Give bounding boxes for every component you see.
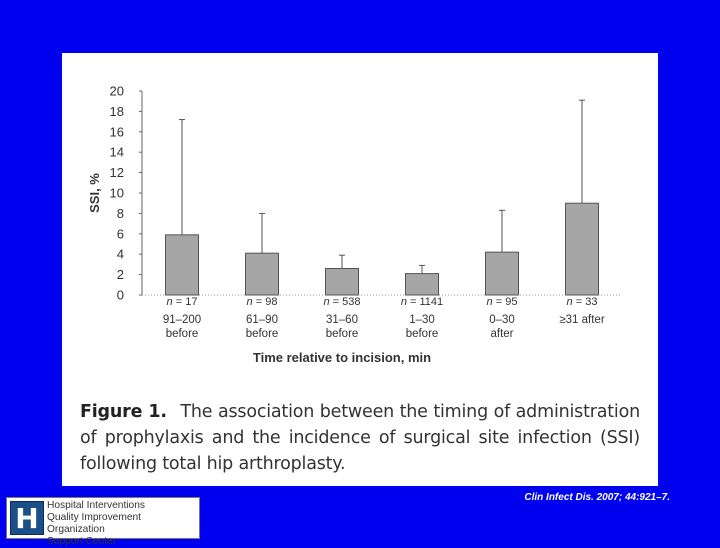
x-tick-label: 1–30 xyxy=(409,314,435,326)
x-axis-title: Time relative to incision, min xyxy=(253,350,431,365)
y-tick-label: 2 xyxy=(117,267,124,282)
y-tick-label: 10 xyxy=(110,186,124,201)
bar xyxy=(245,252,279,296)
y-tick-label: 8 xyxy=(117,206,124,221)
y-tick-label: 0 xyxy=(117,288,124,303)
x-tick-label: 91–200 xyxy=(163,314,201,326)
figure-caption: Figure 1. The association between the ti… xyxy=(80,399,640,477)
bar xyxy=(405,273,439,296)
y-tick-label: 6 xyxy=(117,226,124,241)
n-label: n = 98 xyxy=(247,296,278,308)
x-tick-label: before xyxy=(326,328,359,340)
bar xyxy=(485,251,519,296)
x-tick-label: before xyxy=(406,328,439,340)
y-tick-label: 16 xyxy=(110,124,124,139)
logo-line-1: Hospital Interventions xyxy=(47,500,145,511)
n-label: n = 95 xyxy=(487,296,518,308)
bar xyxy=(565,202,599,296)
y-tick-label: 18 xyxy=(110,104,124,119)
n-label: n = 17 xyxy=(167,296,198,308)
logo-line-3: Support Center xyxy=(47,536,117,547)
n-label: n = 33 xyxy=(567,296,598,308)
x-tick-label: 31–60 xyxy=(326,314,358,326)
n-label: n = 538 xyxy=(323,296,360,308)
y-tick-label: 20 xyxy=(110,84,124,99)
citation: Clin Infect Dis. 2007; 44:921–7. xyxy=(524,492,670,503)
x-tick-label: 0–30 xyxy=(489,314,515,326)
y-tick-label: 14 xyxy=(110,145,124,160)
bar xyxy=(325,267,359,296)
y-tick-label: 4 xyxy=(117,247,124,262)
figure-label: Figure 1. xyxy=(80,402,167,422)
logo-text: Hospital Interventions Quality Improveme… xyxy=(47,500,199,548)
x-tick-label: after xyxy=(490,328,513,340)
hiqio-logo: H Hospital Interventions Quality Improve… xyxy=(6,497,200,547)
x-tick-label: before xyxy=(166,328,199,340)
logo-h-icon: H xyxy=(10,501,44,535)
caption-text: The association between the timing of ad… xyxy=(80,402,640,474)
x-tick-label: 61–90 xyxy=(246,314,278,326)
bar-chart: 0 2 4 6 8 10 12 14 16 18 20 SSI, % n = 17 91–200 befor… xyxy=(87,84,622,365)
x-tick-label: ≥31 after xyxy=(559,314,604,326)
y-axis-title: SSI, % xyxy=(87,173,102,213)
n-label: n = 1141 xyxy=(401,296,443,308)
logo-line-2: Quality Improvement Organization xyxy=(47,512,141,535)
x-tick-label: before xyxy=(246,328,279,340)
figure-panel: 0 2 4 6 8 10 12 14 16 18 20 SSI, % n = 17 91–200 befor… xyxy=(62,53,658,486)
bar xyxy=(165,234,199,296)
y-tick-label: 12 xyxy=(110,165,124,180)
